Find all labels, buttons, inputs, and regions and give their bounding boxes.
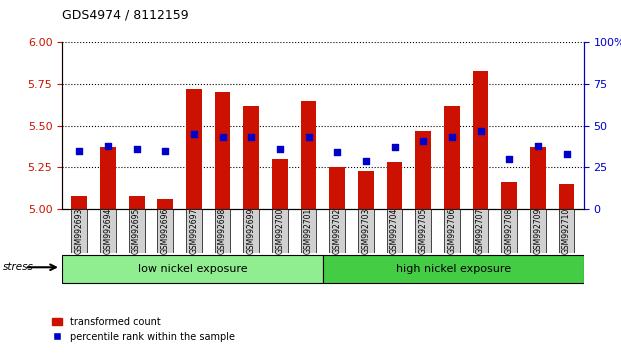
FancyBboxPatch shape <box>329 209 345 253</box>
Text: GSM992693: GSM992693 <box>75 208 84 254</box>
Point <box>533 143 543 148</box>
Bar <box>243 106 259 209</box>
FancyBboxPatch shape <box>71 209 87 253</box>
Text: GSM992705: GSM992705 <box>419 208 428 254</box>
FancyBboxPatch shape <box>62 255 323 283</box>
Text: GSM992707: GSM992707 <box>476 208 485 254</box>
Point <box>75 148 84 154</box>
Point <box>275 146 285 152</box>
Point <box>447 135 457 140</box>
Text: GSM992695: GSM992695 <box>132 208 141 254</box>
Bar <box>129 195 145 209</box>
FancyBboxPatch shape <box>186 209 202 253</box>
FancyBboxPatch shape <box>444 209 460 253</box>
Point <box>504 156 514 162</box>
Text: stress: stress <box>3 262 34 272</box>
Legend: transformed count, percentile rank within the sample: transformed count, percentile rank withi… <box>48 313 238 346</box>
FancyBboxPatch shape <box>323 255 584 283</box>
Point <box>160 148 170 154</box>
Bar <box>501 182 517 209</box>
Point <box>561 151 571 157</box>
Bar <box>387 162 402 209</box>
FancyBboxPatch shape <box>100 209 116 253</box>
FancyBboxPatch shape <box>301 209 317 253</box>
Text: low nickel exposure: low nickel exposure <box>138 264 247 274</box>
Text: GSM992710: GSM992710 <box>562 208 571 254</box>
Text: GSM992698: GSM992698 <box>218 208 227 254</box>
FancyBboxPatch shape <box>387 209 402 253</box>
Text: GSM992696: GSM992696 <box>161 208 170 254</box>
Bar <box>272 159 288 209</box>
Bar <box>530 147 546 209</box>
Text: GSM992704: GSM992704 <box>390 208 399 254</box>
Point <box>389 144 399 150</box>
Text: GSM992701: GSM992701 <box>304 208 313 254</box>
Bar <box>186 89 202 209</box>
FancyBboxPatch shape <box>473 209 489 253</box>
FancyBboxPatch shape <box>215 209 230 253</box>
Point <box>304 135 314 140</box>
Bar <box>444 106 460 209</box>
Text: high nickel exposure: high nickel exposure <box>396 264 511 274</box>
Bar <box>415 131 431 209</box>
FancyBboxPatch shape <box>559 209 574 253</box>
Bar <box>215 92 230 209</box>
Text: GSM992703: GSM992703 <box>361 208 370 254</box>
Text: GSM992702: GSM992702 <box>333 208 342 254</box>
Text: GDS4974 / 8112159: GDS4974 / 8112159 <box>62 9 189 22</box>
Text: GSM992694: GSM992694 <box>104 208 112 254</box>
FancyBboxPatch shape <box>243 209 259 253</box>
Bar <box>157 199 173 209</box>
Bar <box>71 195 87 209</box>
Bar <box>329 167 345 209</box>
Point <box>247 135 256 140</box>
Point <box>332 149 342 155</box>
Point <box>132 146 142 152</box>
FancyBboxPatch shape <box>530 209 546 253</box>
Bar <box>100 147 116 209</box>
Bar <box>301 101 317 209</box>
Point <box>217 135 227 140</box>
FancyBboxPatch shape <box>157 209 173 253</box>
Point <box>361 158 371 164</box>
Bar <box>559 184 574 209</box>
Text: GSM992697: GSM992697 <box>189 208 199 254</box>
Text: GSM992700: GSM992700 <box>276 208 284 254</box>
Text: GSM992699: GSM992699 <box>247 208 256 254</box>
Bar <box>358 171 374 209</box>
Point <box>103 143 113 148</box>
Text: GSM992706: GSM992706 <box>447 208 456 254</box>
FancyBboxPatch shape <box>501 209 517 253</box>
FancyBboxPatch shape <box>272 209 288 253</box>
Point <box>476 128 486 133</box>
Text: GSM992708: GSM992708 <box>505 208 514 254</box>
Text: GSM992709: GSM992709 <box>533 208 542 254</box>
FancyBboxPatch shape <box>129 209 145 253</box>
Point <box>419 138 428 143</box>
Bar <box>473 71 489 209</box>
FancyBboxPatch shape <box>415 209 431 253</box>
Point <box>189 131 199 137</box>
FancyBboxPatch shape <box>358 209 374 253</box>
